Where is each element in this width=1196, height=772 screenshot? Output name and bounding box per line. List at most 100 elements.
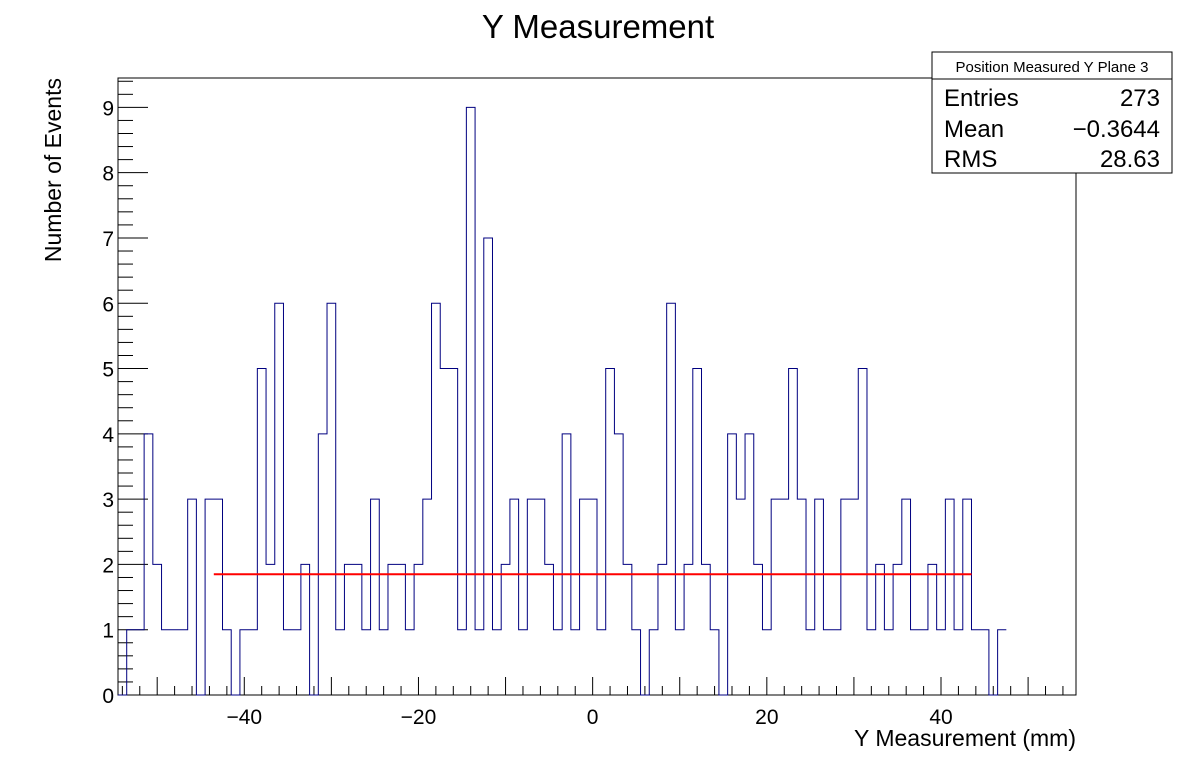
histogram-bin [841, 499, 850, 695]
histogram-bin [675, 630, 684, 695]
histogram-bin [283, 630, 292, 695]
histogram-bin [771, 499, 780, 695]
histogram-bin [876, 564, 885, 695]
plot-frame [117, 77, 1077, 696]
y-tick-label: 7 [102, 228, 114, 251]
histogram-bin [405, 630, 414, 695]
histogram-bin [693, 369, 702, 695]
stats-entries-label: Entries [944, 85, 1019, 112]
histogram-bin [632, 630, 641, 695]
histogram-bin [519, 630, 528, 695]
histogram-bin [867, 630, 876, 695]
histogram-bin [945, 499, 954, 695]
histogram-bin [606, 369, 615, 695]
histogram-bin [806, 630, 815, 695]
histogram-bin [275, 303, 284, 695]
x-tick-label: 0 [587, 706, 599, 729]
histogram-bin [318, 434, 327, 695]
histogram-bin [536, 499, 545, 695]
histogram-bin [527, 499, 536, 695]
histogram-bin [980, 630, 989, 695]
histogram-bin [179, 630, 188, 695]
stats-mean-label: Mean [944, 116, 1004, 143]
x-tick-label: −40 [226, 706, 262, 729]
histogram-bin [362, 630, 371, 695]
histogram-bin [292, 630, 301, 695]
histogram-bin [963, 499, 972, 695]
histogram-bin [249, 630, 258, 695]
histogram-bin [710, 630, 719, 695]
stats-mean-value: −0.3644 [1073, 116, 1160, 143]
histogram-bin [257, 369, 266, 695]
histogram-bin [858, 369, 867, 695]
histogram-bin [667, 303, 676, 695]
histogram-bin [954, 630, 963, 695]
histogram-bin [580, 499, 589, 695]
histogram-bin [789, 369, 798, 695]
histogram-bin [371, 499, 380, 695]
histogram-bin [702, 564, 711, 695]
histogram-bin [588, 499, 597, 695]
histogram-bin [902, 499, 911, 695]
histogram-series [118, 106, 1007, 696]
histogram-bin [484, 238, 493, 695]
histogram-bin [162, 630, 171, 695]
histogram-bin [623, 564, 632, 695]
x-axis-tick-labels: −40 −20 0 20 40 [226, 706, 952, 729]
histogram-bin [466, 107, 475, 695]
histogram-bin [823, 630, 832, 695]
histogram-bin [301, 564, 310, 695]
y-tick-label: 3 [102, 489, 114, 512]
histogram-bin [153, 564, 162, 695]
histogram-bin [919, 630, 928, 695]
stats-rms-label: RMS [944, 146, 997, 173]
histogram-bin [214, 499, 223, 695]
histogram-bin [388, 564, 397, 695]
histogram-bin [998, 630, 1007, 695]
y-axis-ticks [118, 80, 148, 696]
histogram-bin [797, 499, 806, 695]
y-tick-label: 6 [102, 293, 114, 316]
chart-title: Y Measurement [482, 8, 714, 45]
y-tick-label: 4 [102, 424, 114, 447]
histogram-bin [614, 434, 623, 695]
histogram-bin [449, 369, 458, 695]
histogram-bin [414, 564, 423, 695]
histogram-bin [336, 630, 345, 695]
histogram-bin [432, 303, 441, 695]
stats-entries-value: 273 [1120, 85, 1160, 112]
histogram-bin [510, 499, 519, 695]
y-tick-label: 5 [102, 359, 114, 382]
histogram-bin [850, 499, 859, 695]
histogram-bin [649, 630, 658, 695]
histogram-bin [379, 630, 388, 695]
histogram-bin [658, 564, 667, 695]
histogram-bin [188, 499, 197, 695]
histogram-bin [553, 630, 562, 695]
histogram-bins [127, 107, 1007, 695]
histogram-bin [205, 499, 214, 695]
y-axis-label: Number of Events [40, 78, 66, 262]
x-axis-label: Y Measurement (mm) [854, 725, 1076, 751]
stats-box: Position Measured Y Plane 3 Entries 273 … [931, 51, 1173, 174]
histogram-bin [571, 630, 580, 695]
stats-box-title: Position Measured Y Plane 3 [956, 59, 1149, 76]
histogram-bin [745, 434, 754, 695]
histogram-bin [780, 499, 789, 695]
histogram-bin [754, 564, 763, 695]
histogram-bin [170, 630, 179, 695]
histogram-bin [492, 630, 501, 695]
x-tick-label: −20 [401, 706, 437, 729]
histogram-bin [815, 499, 824, 695]
histogram-bin [240, 630, 249, 695]
histogram-bin [884, 630, 893, 695]
histogram-bin [223, 630, 232, 695]
histogram-bin [475, 630, 484, 695]
y-axis-tick-labels: 0 1 2 3 4 5 6 7 8 9 [102, 97, 114, 708]
x-tick-label: 40 [929, 706, 952, 729]
histogram-bin [597, 630, 606, 695]
histogram-bin [458, 630, 467, 695]
histogram-bin [327, 303, 336, 695]
histogram-bin [971, 630, 980, 695]
